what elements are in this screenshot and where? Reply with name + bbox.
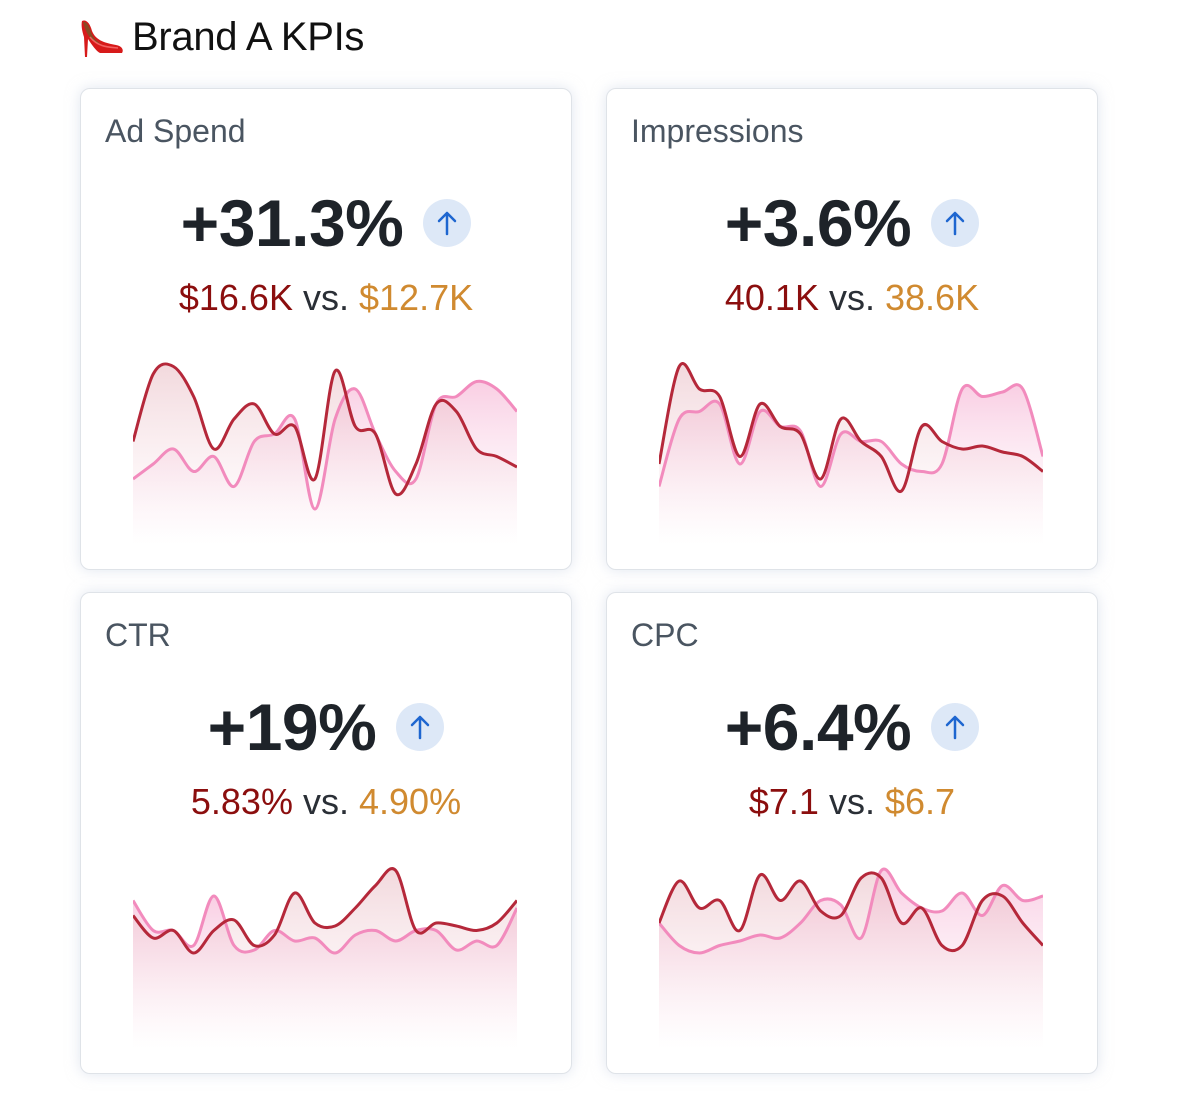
- sparkline-chart: [659, 867, 1043, 1048]
- kpi-card-cpc: CPC +6.4% $7.1 vs. $6.7: [606, 592, 1098, 1074]
- kpi-comparison: 5.83% vs. 4.90%: [81, 781, 571, 823]
- vs-text: vs.: [828, 277, 875, 318]
- kpi-card-ad-spend: Ad Spend +31.3% $16.6K vs. $12.7K: [80, 88, 572, 570]
- kpi-label: CTR: [105, 617, 171, 653]
- vs-text: vs.: [302, 277, 349, 318]
- previous-value: $6.7: [885, 781, 956, 822]
- arrow-up-icon: [438, 211, 457, 236]
- current-value: 40.1K: [724, 277, 819, 318]
- trend-up-badge: [931, 703, 980, 751]
- arrow-up-icon: [411, 715, 430, 740]
- page-title: Brand A KPIs: [78, 12, 364, 62]
- sparkline-chart: [133, 362, 517, 544]
- arrow-up-icon: [945, 715, 965, 740]
- current-line: [133, 362, 517, 497]
- previous-line: [659, 867, 1043, 955]
- trend-up-badge: [423, 199, 472, 247]
- current-line: [133, 867, 517, 955]
- previous-value: 38.6K: [885, 277, 980, 318]
- current-value: $7.1: [748, 781, 819, 822]
- previous-value: $12.7K: [359, 277, 474, 318]
- current-value: $16.6K: [178, 277, 293, 318]
- kpi-change: +31.3%: [180, 186, 404, 260]
- kpi-comparison: $7.1 vs. $6.7: [607, 781, 1097, 823]
- kpi-comparison: 40.1K vs. 38.6K: [607, 277, 1097, 319]
- current-area: [133, 363, 517, 544]
- sparkline-chart: [133, 867, 517, 1048]
- previous-line: [133, 379, 517, 511]
- current-area: [659, 363, 1043, 544]
- kpi-change: +6.4%: [724, 690, 912, 764]
- current-area: [659, 872, 1043, 1048]
- previous-value: 4.90%: [359, 781, 462, 822]
- kpi-label: Ad Spend: [105, 113, 246, 149]
- current-line: [659, 362, 1043, 493]
- vs-text: vs.: [302, 781, 349, 822]
- kpi-card-impressions: Impressions +3.6% 40.1K vs. 38.6K: [606, 88, 1098, 570]
- kpi-change: +19%: [207, 690, 377, 764]
- vs-text: vs.: [828, 781, 875, 822]
- sparkline-chart: [659, 362, 1043, 544]
- high-heel-shoe-icon: [81, 20, 123, 57]
- title-text: Brand A KPIs: [132, 14, 365, 59]
- trend-up-badge: [396, 703, 445, 751]
- current-line: [659, 871, 1043, 953]
- previous-line: [659, 383, 1043, 489]
- previous-line: [133, 894, 517, 955]
- kpi-card-ctr: CTR +19% 5.83% vs. 4.90%: [80, 592, 572, 1074]
- kpi-change: +3.6%: [724, 186, 912, 260]
- kpi-label: CPC: [631, 617, 699, 653]
- kpi-label: Impressions: [631, 113, 804, 149]
- current-area: [133, 868, 517, 1048]
- trend-up-badge: [931, 199, 980, 247]
- arrow-up-icon: [945, 211, 965, 236]
- current-value: 5.83%: [190, 781, 293, 822]
- kpi-comparison: $16.6K vs. $12.7K: [81, 277, 571, 319]
